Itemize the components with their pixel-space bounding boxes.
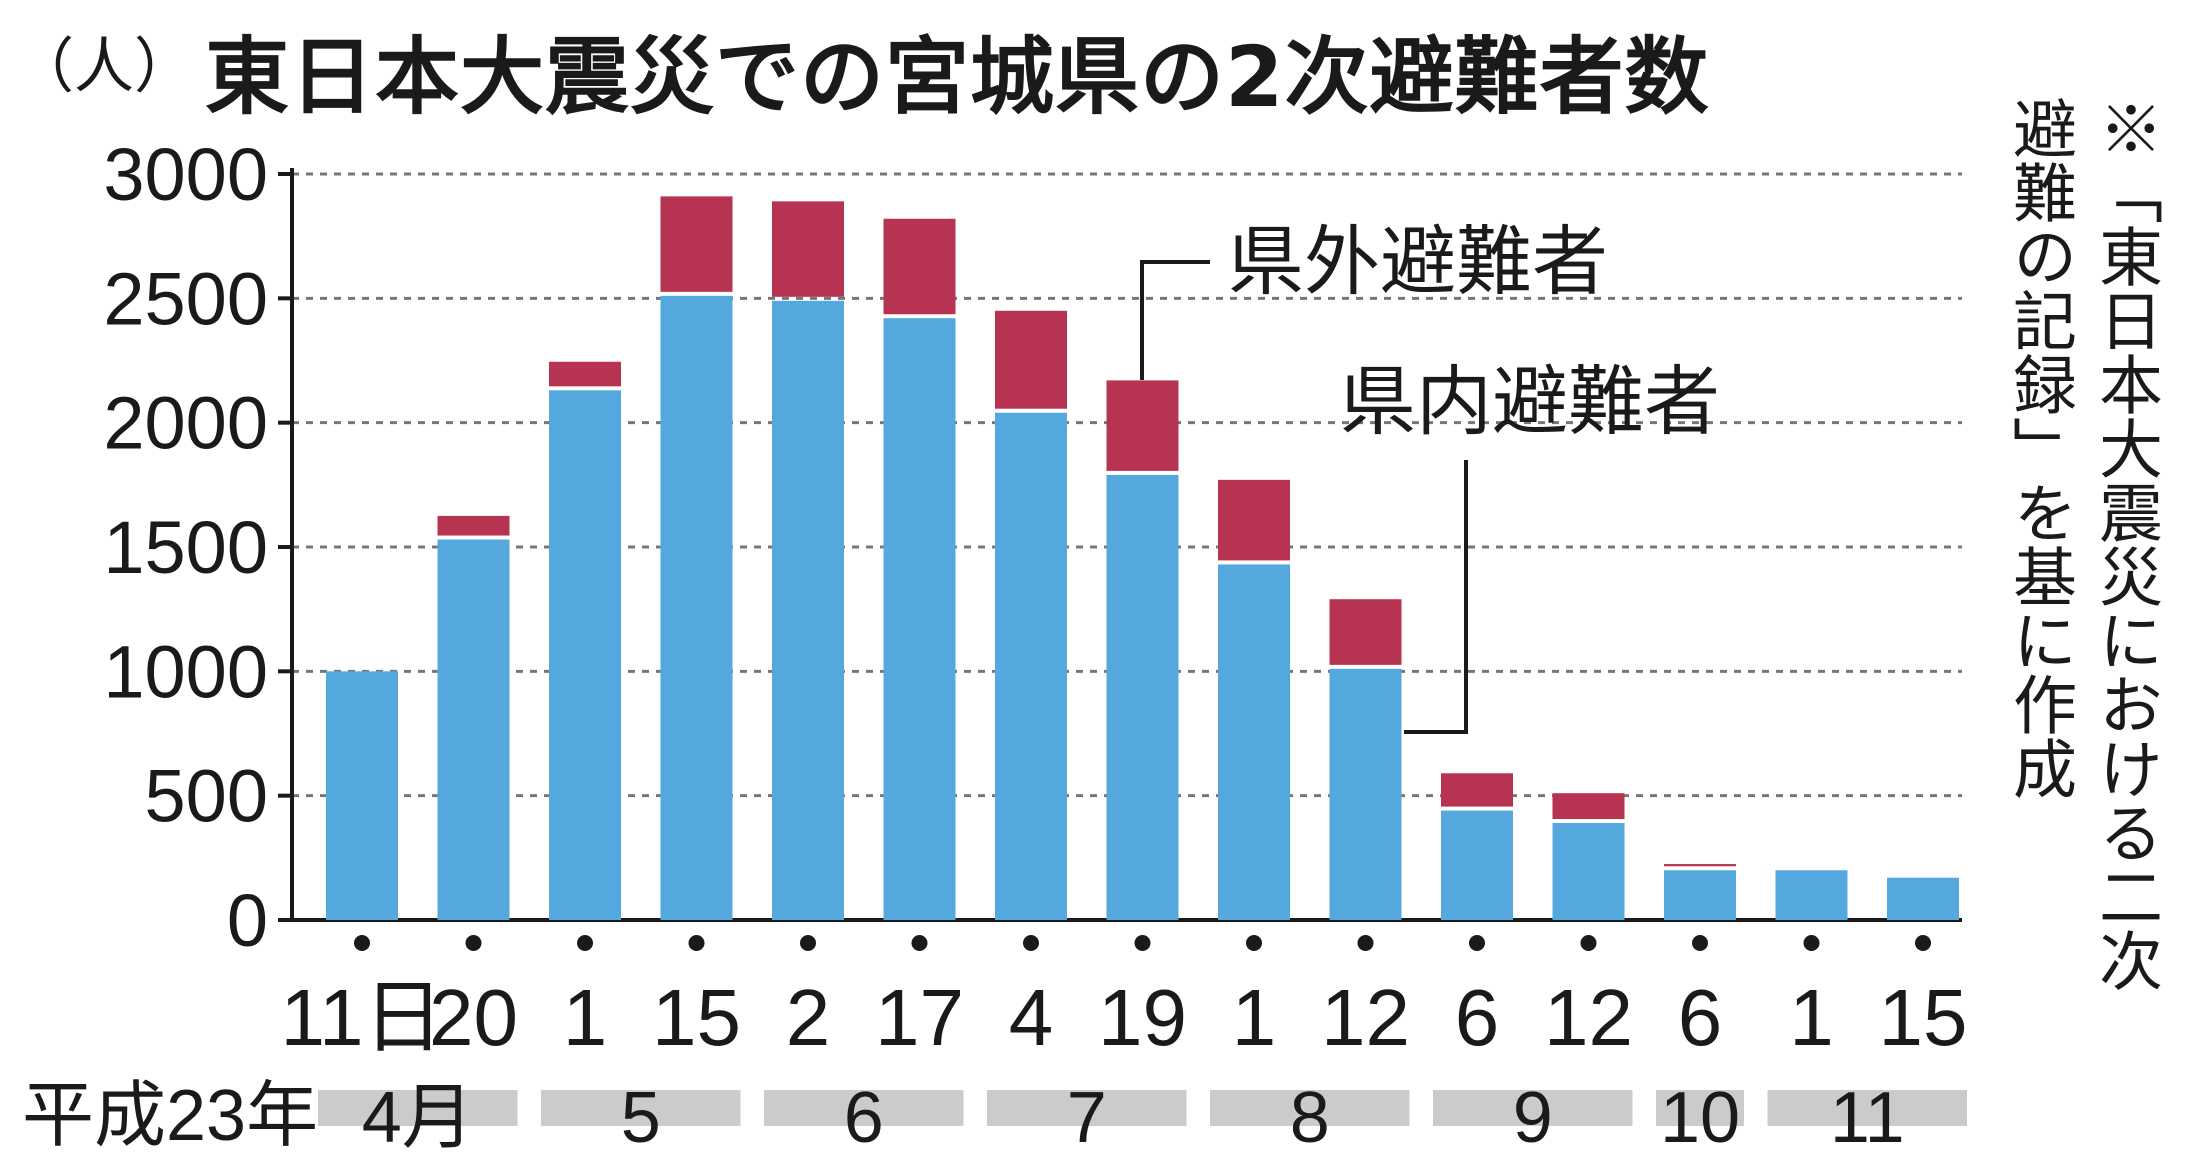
date-marker-dot (1915, 935, 1931, 951)
bar-outer-evacuees (1106, 380, 1179, 471)
x-tick-label: 19 (1098, 973, 1187, 1062)
bar-inner-evacuees (1664, 870, 1736, 920)
bar-inner-evacuees (1329, 668, 1402, 920)
bar-inner-evacuees (1441, 810, 1513, 920)
bar-inner-evacuees (1218, 564, 1290, 920)
bar-inner-evacuees (1775, 870, 1848, 920)
month-band (1767, 1090, 1967, 1126)
x-tick-label: 15 (1879, 973, 1968, 1062)
source-note: ※「東日本大震災における二次 避難の記録」を基に作成 (2002, 96, 2168, 1146)
month-label: 6 (844, 1078, 884, 1158)
chart-title: 東日本大震災での宮城県の2次避難者数 (205, 28, 1710, 126)
bar-inner-evacuees (995, 412, 1067, 920)
month-band (987, 1090, 1187, 1126)
bar-outer-evacuees (772, 201, 844, 297)
bar-inner-evacuees (437, 539, 510, 920)
y-axis-unit-label: （人） (14, 32, 194, 102)
month-label: 10 (1660, 1078, 1740, 1158)
bar-inner-evacuees (772, 300, 844, 920)
month-label: 9 (1513, 1078, 1553, 1158)
y-tick-label: 0 (227, 879, 268, 962)
month-band (764, 1090, 964, 1126)
date-marker-dot (688, 935, 705, 951)
bar-outer-evacuees (1552, 793, 1625, 820)
source-note-line-1: ※「東日本大震災における二次 (2088, 96, 2162, 992)
bar-inner-evacuees (883, 318, 956, 920)
month-band (541, 1090, 741, 1126)
bar-outer-evacuees (660, 196, 733, 292)
source-note-line-2: 避難の記録」を基に作成 (2002, 96, 2076, 800)
y-tick-label: 2000 (103, 382, 268, 465)
date-marker-dot (577, 935, 593, 951)
month-label: 5 (621, 1078, 661, 1158)
date-marker-dot (1469, 935, 1485, 951)
month-label: 11 (1830, 1078, 1905, 1158)
x-tick-label: 12 (1544, 973, 1633, 1062)
x-tick-label: 6 (1455, 973, 1500, 1062)
month-label: 7 (1067, 1078, 1107, 1158)
bar-outer-evacuees (1664, 864, 1736, 867)
month-label: 4月 (362, 1078, 474, 1158)
date-marker-dot (1023, 935, 1039, 951)
x-tick-label: 15 (652, 973, 741, 1062)
date-marker-dot (800, 935, 816, 951)
y-tick-label: 2500 (103, 257, 268, 340)
month-band (1656, 1090, 1744, 1126)
bar-inner-evacuees (1887, 877, 1959, 920)
bar-inner-evacuees (1106, 474, 1179, 920)
x-tick-label: 12 (1321, 973, 1410, 1062)
date-marker-dot (1692, 935, 1708, 951)
bar-inner-evacuees (549, 390, 621, 921)
y-tick-label: 500 (145, 755, 268, 838)
bar-outer-evacuees (1218, 479, 1290, 561)
bar-outer-evacuees (1441, 773, 1513, 807)
date-marker-dot (1357, 935, 1374, 951)
x-tick-label: 17 (875, 973, 964, 1062)
bar-outer-evacuees (1329, 599, 1402, 665)
bar-inner-evacuees (326, 671, 398, 920)
y-tick-label: 3000 (103, 133, 268, 216)
leader-line-outer (1140, 260, 1210, 380)
x-tick-label: 4 (1009, 973, 1054, 1062)
bar-inner-evacuees (1552, 823, 1625, 920)
bar-outer-evacuees (437, 515, 510, 536)
x-tick-label: 2 (786, 973, 831, 1062)
date-marker-dot (1803, 935, 1820, 951)
date-marker-dot (465, 935, 482, 951)
era-label: 平成23年 (22, 1076, 318, 1156)
legend-label-inner: 県内避難者 (1340, 357, 1720, 446)
month-band (318, 1090, 518, 1126)
date-marker-dot (354, 935, 370, 951)
date-marker-dot (911, 935, 928, 951)
bar-outer-evacuees (549, 361, 621, 387)
y-tick-label: 1500 (103, 506, 268, 589)
leader-line-inner (1404, 460, 1468, 734)
date-marker-dot (1134, 935, 1151, 951)
legend-label-outer: 県外避難者 (1228, 217, 1608, 306)
x-tick-label: 6 (1678, 973, 1723, 1062)
x-tick-label: 1 (1232, 973, 1277, 1062)
month-band (1210, 1090, 1410, 1126)
x-tick-label: 1 (1789, 973, 1834, 1062)
bar-outer-evacuees (995, 310, 1067, 409)
bar-inner-evacuees (660, 295, 733, 920)
date-marker-dot (1580, 935, 1597, 951)
y-tick-label: 1000 (103, 630, 268, 713)
x-tick-label: 20 (429, 973, 518, 1062)
month-band (1433, 1090, 1633, 1126)
x-tick-label: 1 (563, 973, 608, 1062)
date-marker-dot (1246, 935, 1262, 951)
x-tick-label: 11日 (280, 973, 443, 1062)
bar-outer-evacuees (883, 218, 956, 315)
month-label: 8 (1290, 1078, 1330, 1158)
